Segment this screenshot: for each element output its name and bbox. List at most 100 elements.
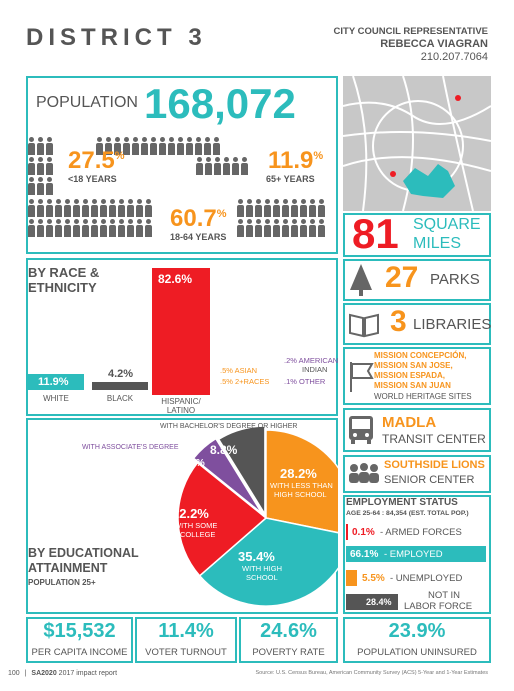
other-label: .1% OTHER [284, 377, 326, 386]
person-icon [118, 219, 125, 237]
uninsured-box [343, 617, 491, 663]
pie-slice [177, 461, 268, 577]
black-pct: 4.2% [108, 368, 134, 380]
person-icon [127, 199, 134, 217]
rep-title: CITY COUNCIL REPRESENTATIVE [333, 26, 488, 37]
libraries-count: 3 [390, 305, 407, 338]
parks-label: PARKS [430, 271, 480, 288]
person-icon [82, 199, 89, 217]
hispanic-label-2: LATINO [166, 406, 196, 415]
pie-slice [217, 425, 266, 517]
libraries-label: LIBRARIES [413, 316, 492, 333]
person-icon [309, 219, 316, 237]
armed-pct: 0.1% [352, 527, 375, 538]
person-icon [264, 219, 271, 237]
amerindian-label-2: INDIAN [302, 365, 328, 374]
libraries-box [343, 303, 491, 345]
white-pct: 11.9% [38, 376, 69, 388]
person-icon [300, 199, 307, 217]
person-icon [82, 219, 89, 237]
person-icon [291, 199, 298, 217]
person-icon [204, 137, 211, 155]
hispanic-pct: 82.6% [158, 272, 193, 286]
tworaces-label: .5% 2+RACES [220, 377, 270, 386]
income-box [26, 617, 133, 663]
person-icon [64, 219, 71, 237]
person-icon [37, 157, 44, 175]
turnout-box [135, 617, 237, 663]
transit-box [343, 408, 491, 452]
mission-item: MISSION ESPADA, [374, 371, 445, 380]
income-label: PER CAPITA INCOME [31, 647, 128, 658]
edu-title-2: ATTAINMENT [28, 561, 108, 575]
person-icon [300, 219, 307, 237]
person-icon [136, 219, 143, 237]
area-unit-2: MILES [413, 235, 462, 252]
sc-label-2: COLLEGE [180, 530, 216, 539]
bus-icon [349, 416, 373, 444]
person-icon [246, 219, 253, 237]
person-icon [223, 157, 230, 175]
employment-title: EMPLOYMENT STATUS [346, 497, 458, 508]
unemployed-label: - UNEMPLOYED [390, 573, 463, 584]
person-icon [46, 157, 53, 175]
amerindian-label-1: .2% AMERICAN [284, 356, 339, 365]
mid-label: 18-64 YEARS [170, 232, 227, 242]
person-icon [282, 219, 289, 237]
uninsured-label: POPULATION UNINSURED [357, 647, 477, 658]
person-icon [282, 199, 289, 217]
hs-label-2: SCHOOL [246, 573, 278, 582]
over65-pct: 11.9% [268, 147, 324, 174]
turnout-label: VOTER TURNOUT [145, 647, 227, 658]
turnout-value: 11.4% [158, 620, 214, 642]
person-icon [46, 219, 53, 237]
person-icon [232, 157, 239, 175]
employed-pct: 66.1% [350, 549, 379, 560]
missions-list: MISSION CONCEPCIÓN, MISSION SAN JOSE, MI… [374, 351, 466, 391]
person-icon [318, 219, 325, 237]
asian-label: .5% ASIAN [220, 366, 258, 375]
mission-item: MISSION SAN JUAN [374, 381, 451, 390]
person-icon [96, 137, 103, 155]
lths-label-1: WITH LESS THAN [270, 481, 333, 490]
area-box [343, 213, 491, 257]
area-unit-1: SQUARE [413, 216, 481, 233]
person-icon [246, 199, 253, 217]
person-icon-row [237, 219, 327, 237]
hispanic-bar [152, 268, 210, 395]
nilf-label-2: LABOR FORCE [404, 601, 473, 612]
person-icon [73, 199, 80, 217]
source-note: Source: U.S. Census Bureau, American Com… [255, 670, 488, 676]
person-icon [28, 137, 35, 155]
person-icon [213, 137, 220, 155]
footer: 100 | SA2020 2017 impact report [8, 670, 118, 677]
person-icon [118, 199, 125, 217]
person-icon [91, 219, 98, 237]
over65-label: 65+ YEARS [266, 174, 315, 184]
white-label: WHITE [43, 394, 69, 403]
assoc-label: WITH ASSOCIATE'S DEGREE [82, 444, 179, 451]
person-icon [109, 199, 116, 217]
person-icon [145, 219, 152, 237]
poverty-label: POVERTY RATE [252, 647, 325, 658]
mid-pct: 60.7% [170, 205, 227, 232]
transit-label: TRANSIT CENTER [382, 432, 486, 446]
person-icon [205, 157, 212, 175]
nilf-label-1: NOT IN [428, 590, 461, 601]
person-icon [273, 219, 280, 237]
person-icon [127, 219, 134, 237]
employment-box [343, 495, 491, 614]
race-title-2: ETHNICITY [28, 280, 97, 295]
person-icon [255, 219, 262, 237]
report-rest: 2017 impact report [58, 670, 118, 677]
group-icon [349, 463, 379, 483]
person-icon [264, 199, 271, 217]
education-pie [177, 425, 338, 607]
income-value: $15,532 [43, 620, 116, 642]
heritage-label: WORLD HERITAGE SITES [374, 392, 472, 401]
report-name: SA2020 [31, 670, 57, 677]
armed-bar [346, 524, 348, 540]
person-icon [46, 199, 53, 217]
person-icon-row [28, 219, 154, 237]
assoc-pct: 5.4% [182, 458, 205, 469]
